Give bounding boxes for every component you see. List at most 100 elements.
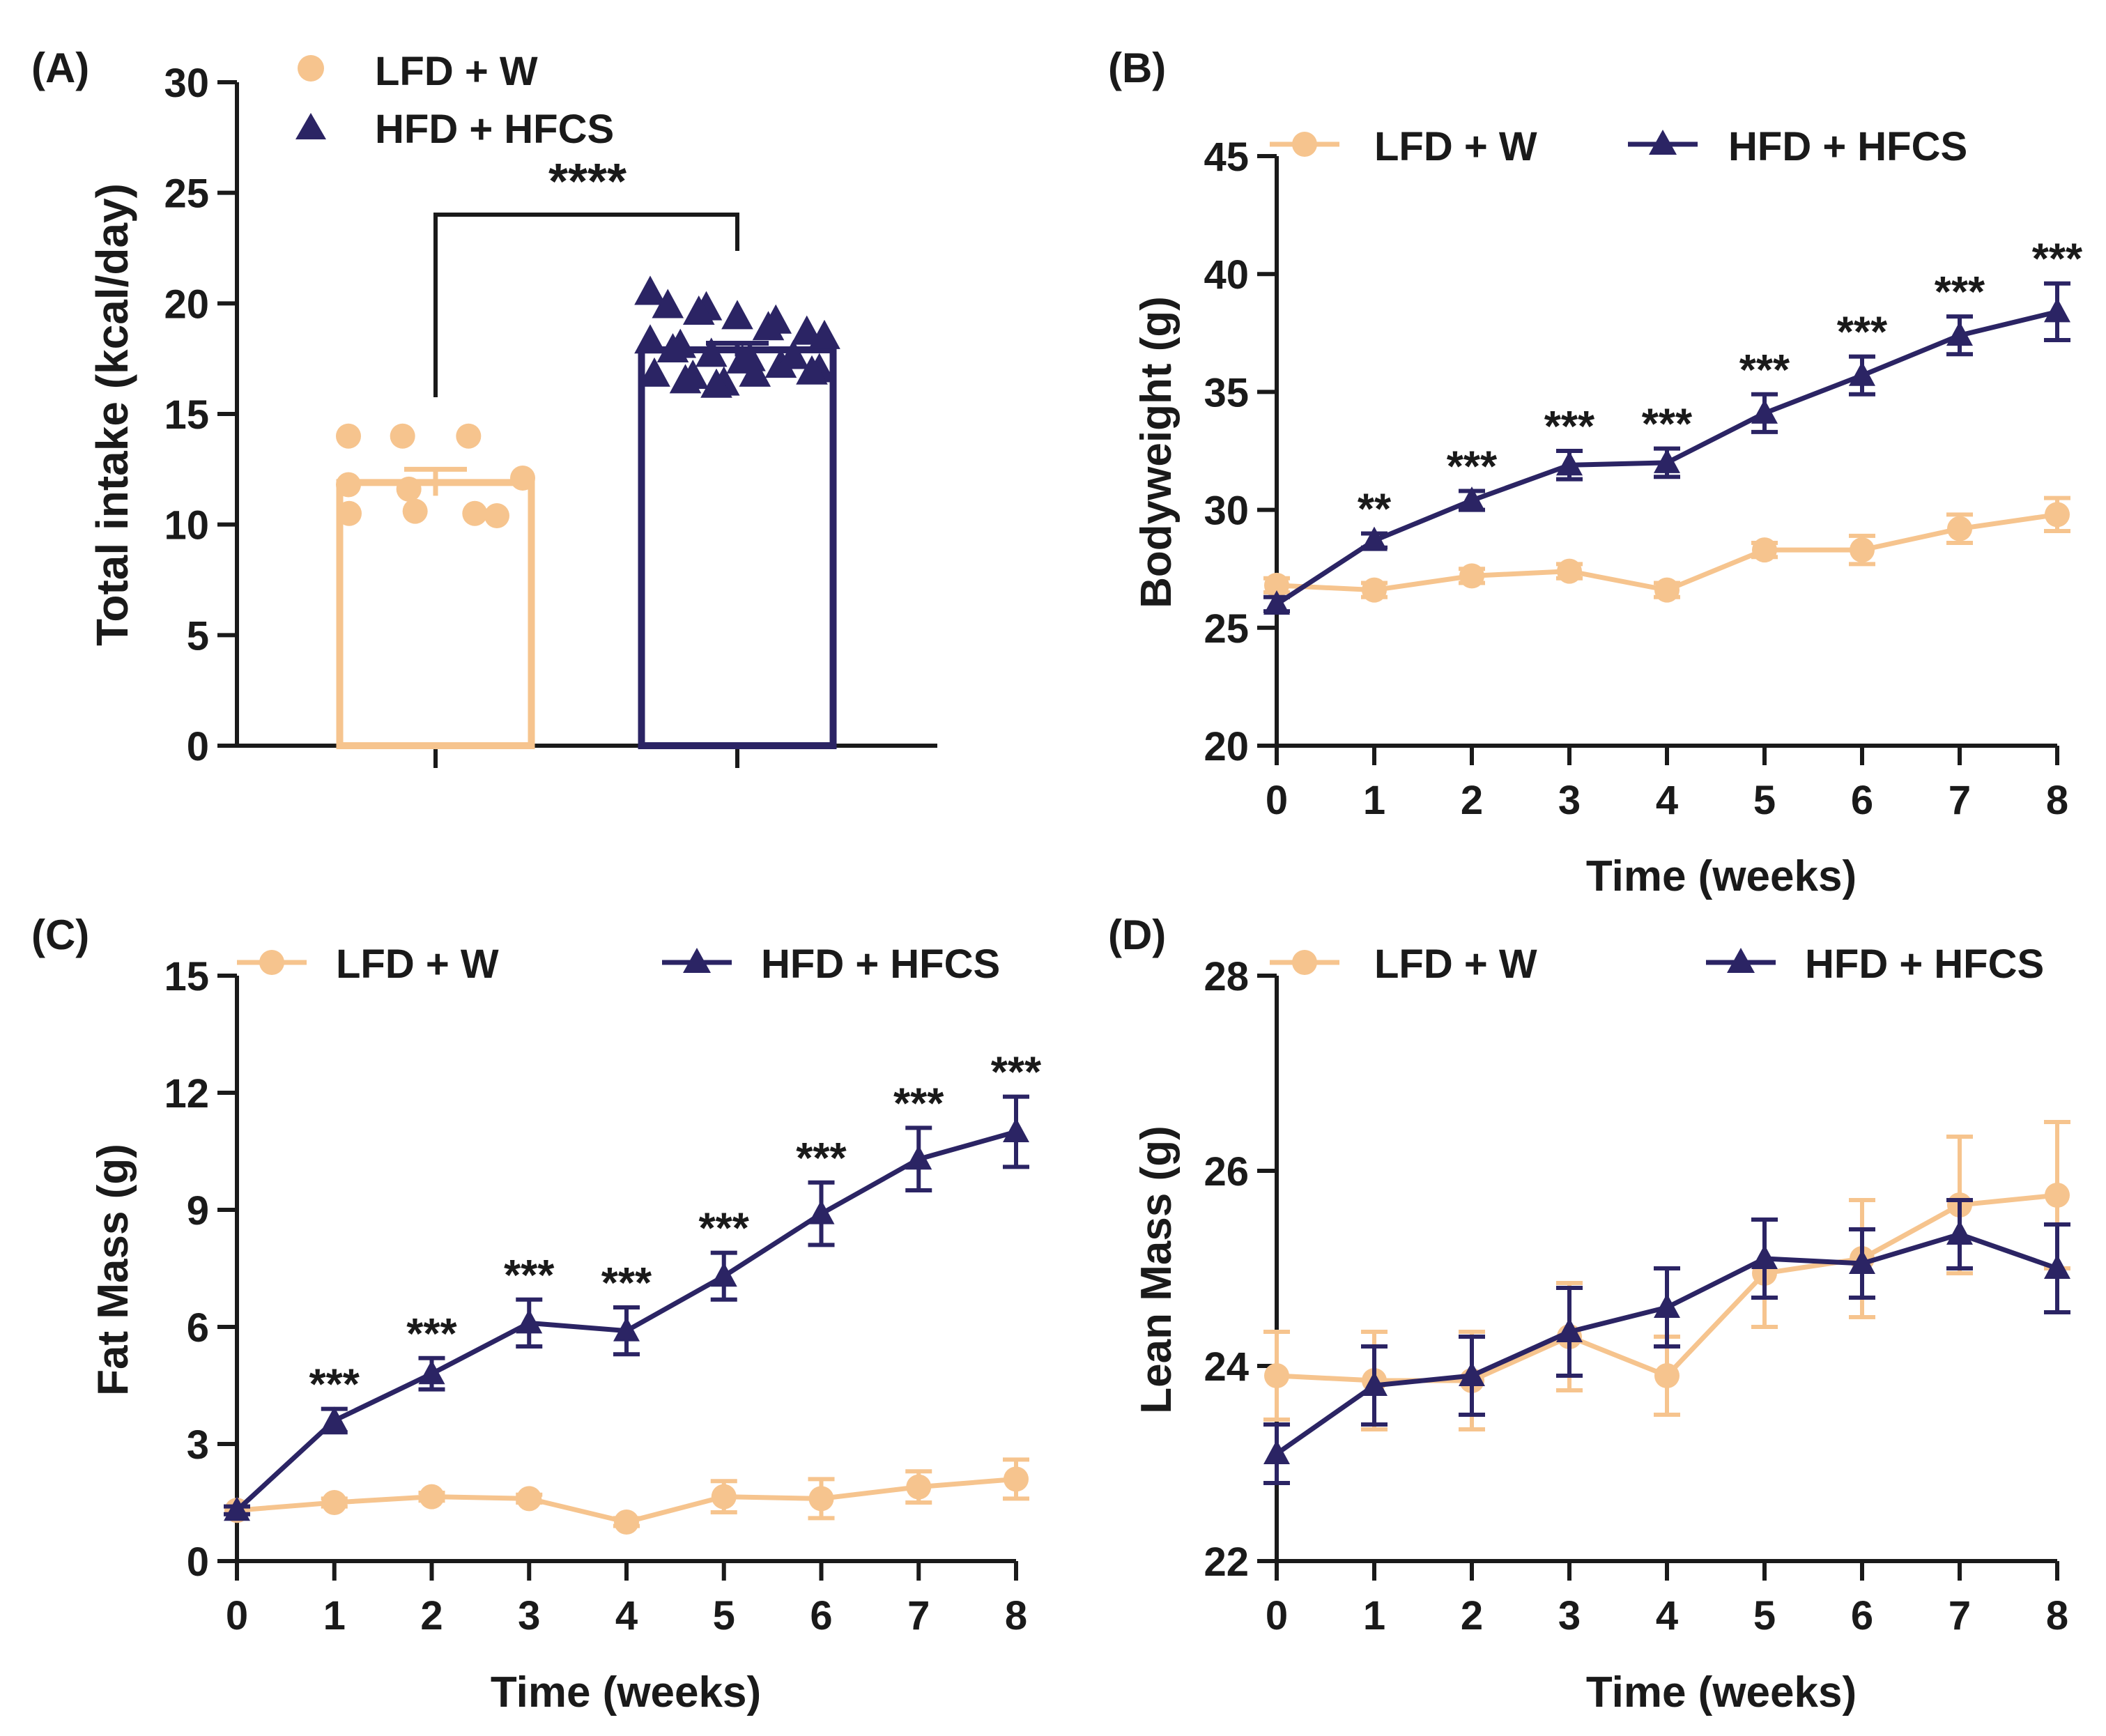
x-tick-label: 8 xyxy=(2046,1593,2068,1638)
data-point-lfd-w xyxy=(808,1486,834,1512)
significance-label: *** xyxy=(1739,346,1790,394)
data-point-hfd xyxy=(739,357,771,387)
panel-c-xlabel: Time (weeks) xyxy=(491,1668,761,1716)
data-point-hfd-hfcs xyxy=(1849,1250,1875,1274)
y-tick-label: 20 xyxy=(1204,724,1249,769)
panel-a: (A) 0 5 10 15 20 25 30 Total intake (kcal/day)… xyxy=(31,45,937,769)
x-tick-label: 6 xyxy=(1851,1593,1873,1638)
data-point-hfd-hfcs xyxy=(1003,1118,1029,1142)
y-tick-label: 20 xyxy=(164,282,209,327)
x-tick-label: 7 xyxy=(907,1593,930,1638)
x-tick-label: 7 xyxy=(1949,1593,1971,1638)
significance-label: *** xyxy=(699,1205,750,1253)
data-point-lfd-w xyxy=(1264,1363,1289,1388)
data-point-hfd-hfcs xyxy=(2044,298,2070,323)
legend-lfd-label: LFD + W xyxy=(1374,942,1537,987)
data-point-hfd-hfcs xyxy=(710,1262,737,1287)
y-tick-label: 15 xyxy=(164,954,209,999)
panel-b-ylabel: Bodyweight (g) xyxy=(1132,296,1181,608)
x-tick-label: 5 xyxy=(713,1593,735,1638)
x-tick-label: 1 xyxy=(1363,1593,1385,1638)
panel-a-marks xyxy=(336,213,840,750)
data-point-hfd xyxy=(634,275,666,305)
data-point-hfd xyxy=(695,337,728,367)
y-tick-label: 22 xyxy=(1204,1539,1249,1585)
x-tick-label: 6 xyxy=(810,1593,832,1638)
legend-hfd-label: HFD + HFCS xyxy=(1728,124,1967,169)
data-point-hfd-hfcs xyxy=(1849,361,1875,386)
data-point-hfd-hfcs xyxy=(808,1199,835,1224)
significance-label: *** xyxy=(309,1361,360,1409)
x-tick-label: 0 xyxy=(1266,778,1288,823)
data-point-lfd-w xyxy=(321,1490,347,1515)
data-point-lfd-w xyxy=(2045,502,2070,528)
x-tick-label: 0 xyxy=(226,1593,248,1638)
panel-b-legend: LFD + W HFD + HFCS xyxy=(1270,124,1967,169)
legend-hfd-triangle-icon xyxy=(295,113,326,139)
data-point-lfd-w xyxy=(516,1486,542,1512)
significance-label: *** xyxy=(796,1135,847,1183)
panel-d-axes: 22 24 26 28 0 1 2 3 4 5 6 7 8 xyxy=(1204,954,2068,1638)
x-tick-label: 7 xyxy=(1949,778,1971,823)
data-point-hfd-hfcs xyxy=(516,1309,543,1334)
y-tick-label: 24 xyxy=(1204,1344,1249,1390)
legend-hfd-label: HFD + HFCS xyxy=(761,942,1000,987)
data-point-lfd xyxy=(336,423,361,449)
data-point-hfd xyxy=(700,368,732,398)
y-tick-label: 5 xyxy=(187,613,209,659)
legend-lfd-label: LFD + W xyxy=(336,942,499,987)
x-tick-label: 1 xyxy=(323,1593,346,1638)
data-point-lfd-w xyxy=(1264,572,1289,598)
panel-c-label: (C) xyxy=(31,912,89,958)
x-tick-label: 5 xyxy=(1753,778,1776,823)
data-point-lfd xyxy=(456,423,482,449)
data-point-hfd xyxy=(638,357,670,387)
panel-d: (D) 22 24 26 28 0 1 2 3 4 5 6 7 8 Lean Mass (g) Time… xyxy=(1108,912,2070,1716)
y-tick-label: 10 xyxy=(164,503,209,548)
data-point-hfd-hfcs xyxy=(1654,448,1680,473)
data-point-lfd-w xyxy=(1654,577,1680,603)
x-tick-label: 3 xyxy=(1558,778,1581,823)
data-point-hfd xyxy=(652,289,684,318)
data-point-lfd-w xyxy=(906,1474,932,1500)
panel-b-label: (B) xyxy=(1108,45,1166,91)
data-point-lfd xyxy=(396,476,422,502)
y-tick-label: 30 xyxy=(1204,489,1249,534)
data-point-hfd-hfcs xyxy=(1556,451,1583,476)
data-point-hfd-hfcs xyxy=(1263,1440,1290,1464)
legend-lfd-circle-icon xyxy=(259,950,284,975)
data-point-hfd-hfcs xyxy=(1361,1372,1388,1396)
data-point-lfd xyxy=(462,500,488,526)
significance-label: *** xyxy=(601,1259,652,1307)
data-point-hfd-hfcs xyxy=(905,1145,932,1170)
y-tick-label: 0 xyxy=(187,724,209,769)
panel-a-axes: 0 5 10 15 20 25 30 xyxy=(164,61,937,769)
x-tick-label: 4 xyxy=(1656,778,1678,823)
panel-c-marks: *** *** *** *** *** *** *** *** xyxy=(224,1049,1042,1535)
significance-bracket xyxy=(433,213,739,397)
y-tick-label: 25 xyxy=(164,171,209,217)
data-point-lfd-w xyxy=(2045,1183,2070,1208)
x-tick-label: 8 xyxy=(2046,778,2068,823)
data-point-hfd xyxy=(808,319,840,349)
legend-hfd-label: HFD + HFCS xyxy=(1805,942,2044,987)
significance-label: *** xyxy=(1447,443,1498,491)
data-point-lfd-w xyxy=(711,1484,737,1510)
legend-lfd-circle-icon xyxy=(1292,950,1317,975)
panel-d-ylabel: Lean Mass (g) xyxy=(1132,1126,1181,1413)
data-point-hfd-hfcs xyxy=(1361,526,1388,551)
data-point-hfd xyxy=(752,311,785,341)
data-point-hfd-hfcs xyxy=(2044,1254,2070,1279)
y-tick-label: 45 xyxy=(1204,135,1249,180)
panel-c-ylabel: Fat Mass (g) xyxy=(89,1144,137,1396)
data-point-lfd xyxy=(337,500,362,526)
x-tick-label: 3 xyxy=(1558,1593,1581,1638)
data-point-hfd-hfcs xyxy=(1459,486,1485,512)
data-point-lfd-w xyxy=(1752,537,1777,563)
data-point-hfd xyxy=(790,315,823,345)
panel-d-marks xyxy=(1263,1120,2070,1485)
y-tick-label: 30 xyxy=(164,61,209,106)
